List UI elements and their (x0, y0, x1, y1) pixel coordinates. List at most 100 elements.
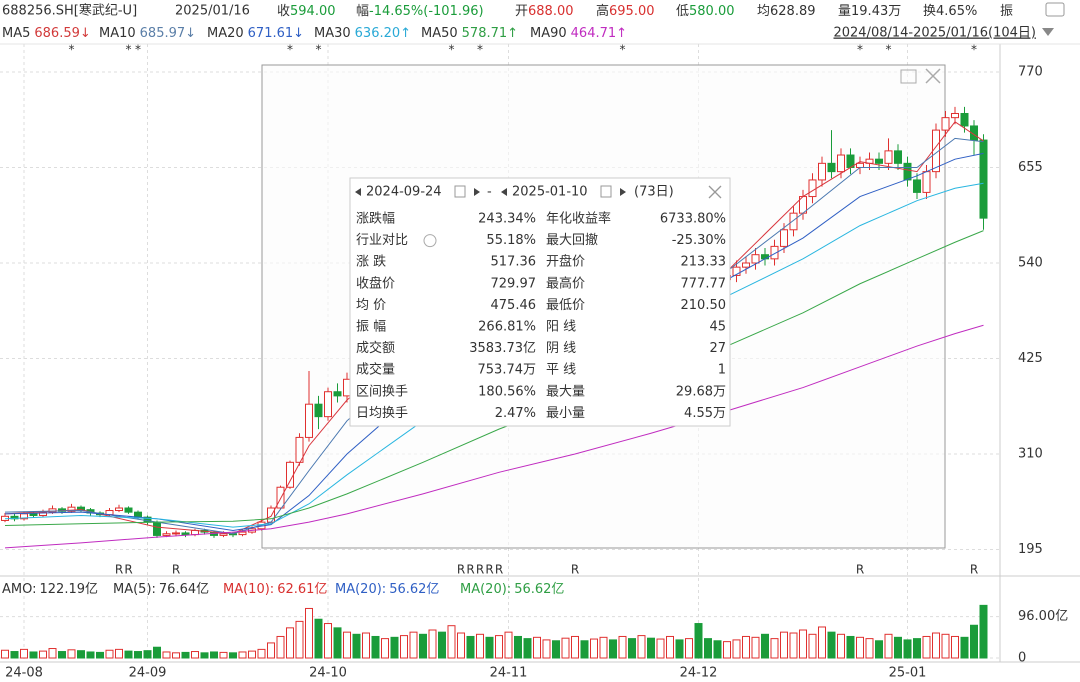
ma-legend: MA10 685.97↓ (99, 26, 196, 41)
stat-value: 27 (709, 341, 726, 356)
stat-value: 475.46 (491, 298, 537, 313)
header-field: 均628.89 (757, 4, 816, 19)
volume-bar (666, 635, 674, 659)
volume-bar (172, 652, 180, 659)
header-field: 振 (1000, 4, 1013, 19)
volume-bar (523, 638, 532, 659)
dropdown-arrow[interactable] (1042, 28, 1054, 36)
maximize-icon[interactable] (900, 69, 917, 84)
event-marker: R (124, 563, 132, 577)
close-icon[interactable] (925, 68, 941, 84)
day-count: (73日) (634, 185, 674, 200)
volume-bar (941, 633, 950, 659)
prev-arrow[interactable] (501, 188, 507, 196)
prev-arrow[interactable] (355, 188, 361, 196)
candle-body (134, 511, 142, 518)
volume-bar (590, 638, 598, 659)
ma-line (4, 324, 984, 549)
candle-body (267, 507, 275, 523)
candle-body (884, 150, 893, 164)
volume-bar (827, 631, 836, 659)
end-date[interactable]: 2025-01-10 (512, 185, 588, 200)
volume-bar (732, 639, 741, 659)
field-label: 量 (838, 4, 851, 19)
volume-bar (29, 651, 38, 659)
volume-bar (305, 607, 313, 659)
stat-label: 阳 线 (546, 320, 576, 335)
ma-name: MA5 (2, 26, 30, 41)
volume-bar (438, 631, 446, 659)
volume-bar (390, 636, 399, 659)
field-label: 均 (757, 4, 770, 19)
volume-bar (751, 636, 760, 659)
close-icon[interactable] (708, 185, 722, 199)
field-value: 580.00 (689, 4, 735, 19)
volume-bar (371, 635, 380, 659)
volume-bar (875, 640, 883, 659)
amo-value: 56.62亿 (389, 582, 439, 597)
ma-line (4, 230, 984, 526)
candle-body (333, 391, 342, 397)
volume-bar (609, 639, 617, 659)
volume-bar (504, 631, 513, 659)
candle-body (903, 162, 912, 181)
stat-label: 收盘价 (356, 275, 395, 291)
amo-value: 62.61亿 (277, 582, 327, 597)
y-tick-label: 195 (1018, 542, 1043, 557)
volume-bar (96, 651, 104, 659)
stat-label: 振 幅 (356, 320, 386, 335)
volume-bar (485, 636, 494, 659)
volume-bar (970, 624, 978, 659)
volume-bar (86, 651, 95, 659)
candle-body (48, 508, 57, 513)
candle-body (324, 391, 332, 418)
y-tick-label: 310 (1018, 447, 1043, 462)
y-tick-label: 770 (1018, 64, 1043, 79)
volume-bar (865, 638, 874, 659)
volume-bar (780, 631, 788, 659)
volume-bar (580, 640, 589, 659)
volume-bar (39, 650, 47, 659)
start-date[interactable]: 2024-09-24 (366, 185, 442, 200)
candle-body (941, 117, 950, 131)
event-marker: * (126, 43, 132, 57)
next-arrow[interactable] (620, 188, 626, 196)
candle-body (951, 112, 959, 119)
volume-bar (248, 650, 256, 659)
stat-value: 6733.80% (660, 212, 726, 227)
stat-label: 平 线 (546, 363, 576, 378)
candle-body (979, 139, 988, 219)
next-arrow[interactable] (474, 188, 480, 196)
candle-body (162, 533, 171, 536)
volume-bar (837, 633, 845, 659)
volume-bar (10, 651, 19, 659)
stat-value: 55.18% (486, 233, 536, 248)
stat-value: 729.97 (491, 276, 537, 291)
volume-bar (1, 649, 9, 659)
stat-value: 1 (718, 363, 726, 378)
candle-body (913, 179, 921, 193)
candle-body (115, 507, 123, 512)
event-marker: R (476, 563, 484, 577)
header-field: 幅-14.65%(-101.96) (356, 4, 484, 19)
amo-legend: MA(10): 62.61亿 (223, 582, 327, 597)
volume-bar (409, 631, 418, 659)
event-marker: R (571, 563, 579, 577)
amo-value: 122.19亿 (40, 582, 99, 597)
volume-bar (162, 651, 171, 659)
volume-bar (770, 638, 779, 659)
field-label: 换 (923, 4, 936, 19)
range[interactable]: 2024/08/14-2025/01/16(104日) (833, 26, 1036, 41)
volume-bar (932, 632, 940, 659)
volume-bar (238, 651, 247, 659)
volume-bar (67, 649, 76, 659)
ma-name: MA20 (207, 26, 244, 41)
amo-legend: AMO: 122.19亿 (2, 582, 98, 597)
stat-label: 开盘价 (546, 254, 585, 270)
candle-body (808, 179, 817, 198)
ma-value: 686.59↓ (34, 26, 90, 41)
stat-value: 213.33 (681, 255, 727, 270)
candle-body (751, 254, 760, 264)
volume-bar (362, 632, 370, 659)
stat-label: 成交量 (356, 362, 395, 378)
